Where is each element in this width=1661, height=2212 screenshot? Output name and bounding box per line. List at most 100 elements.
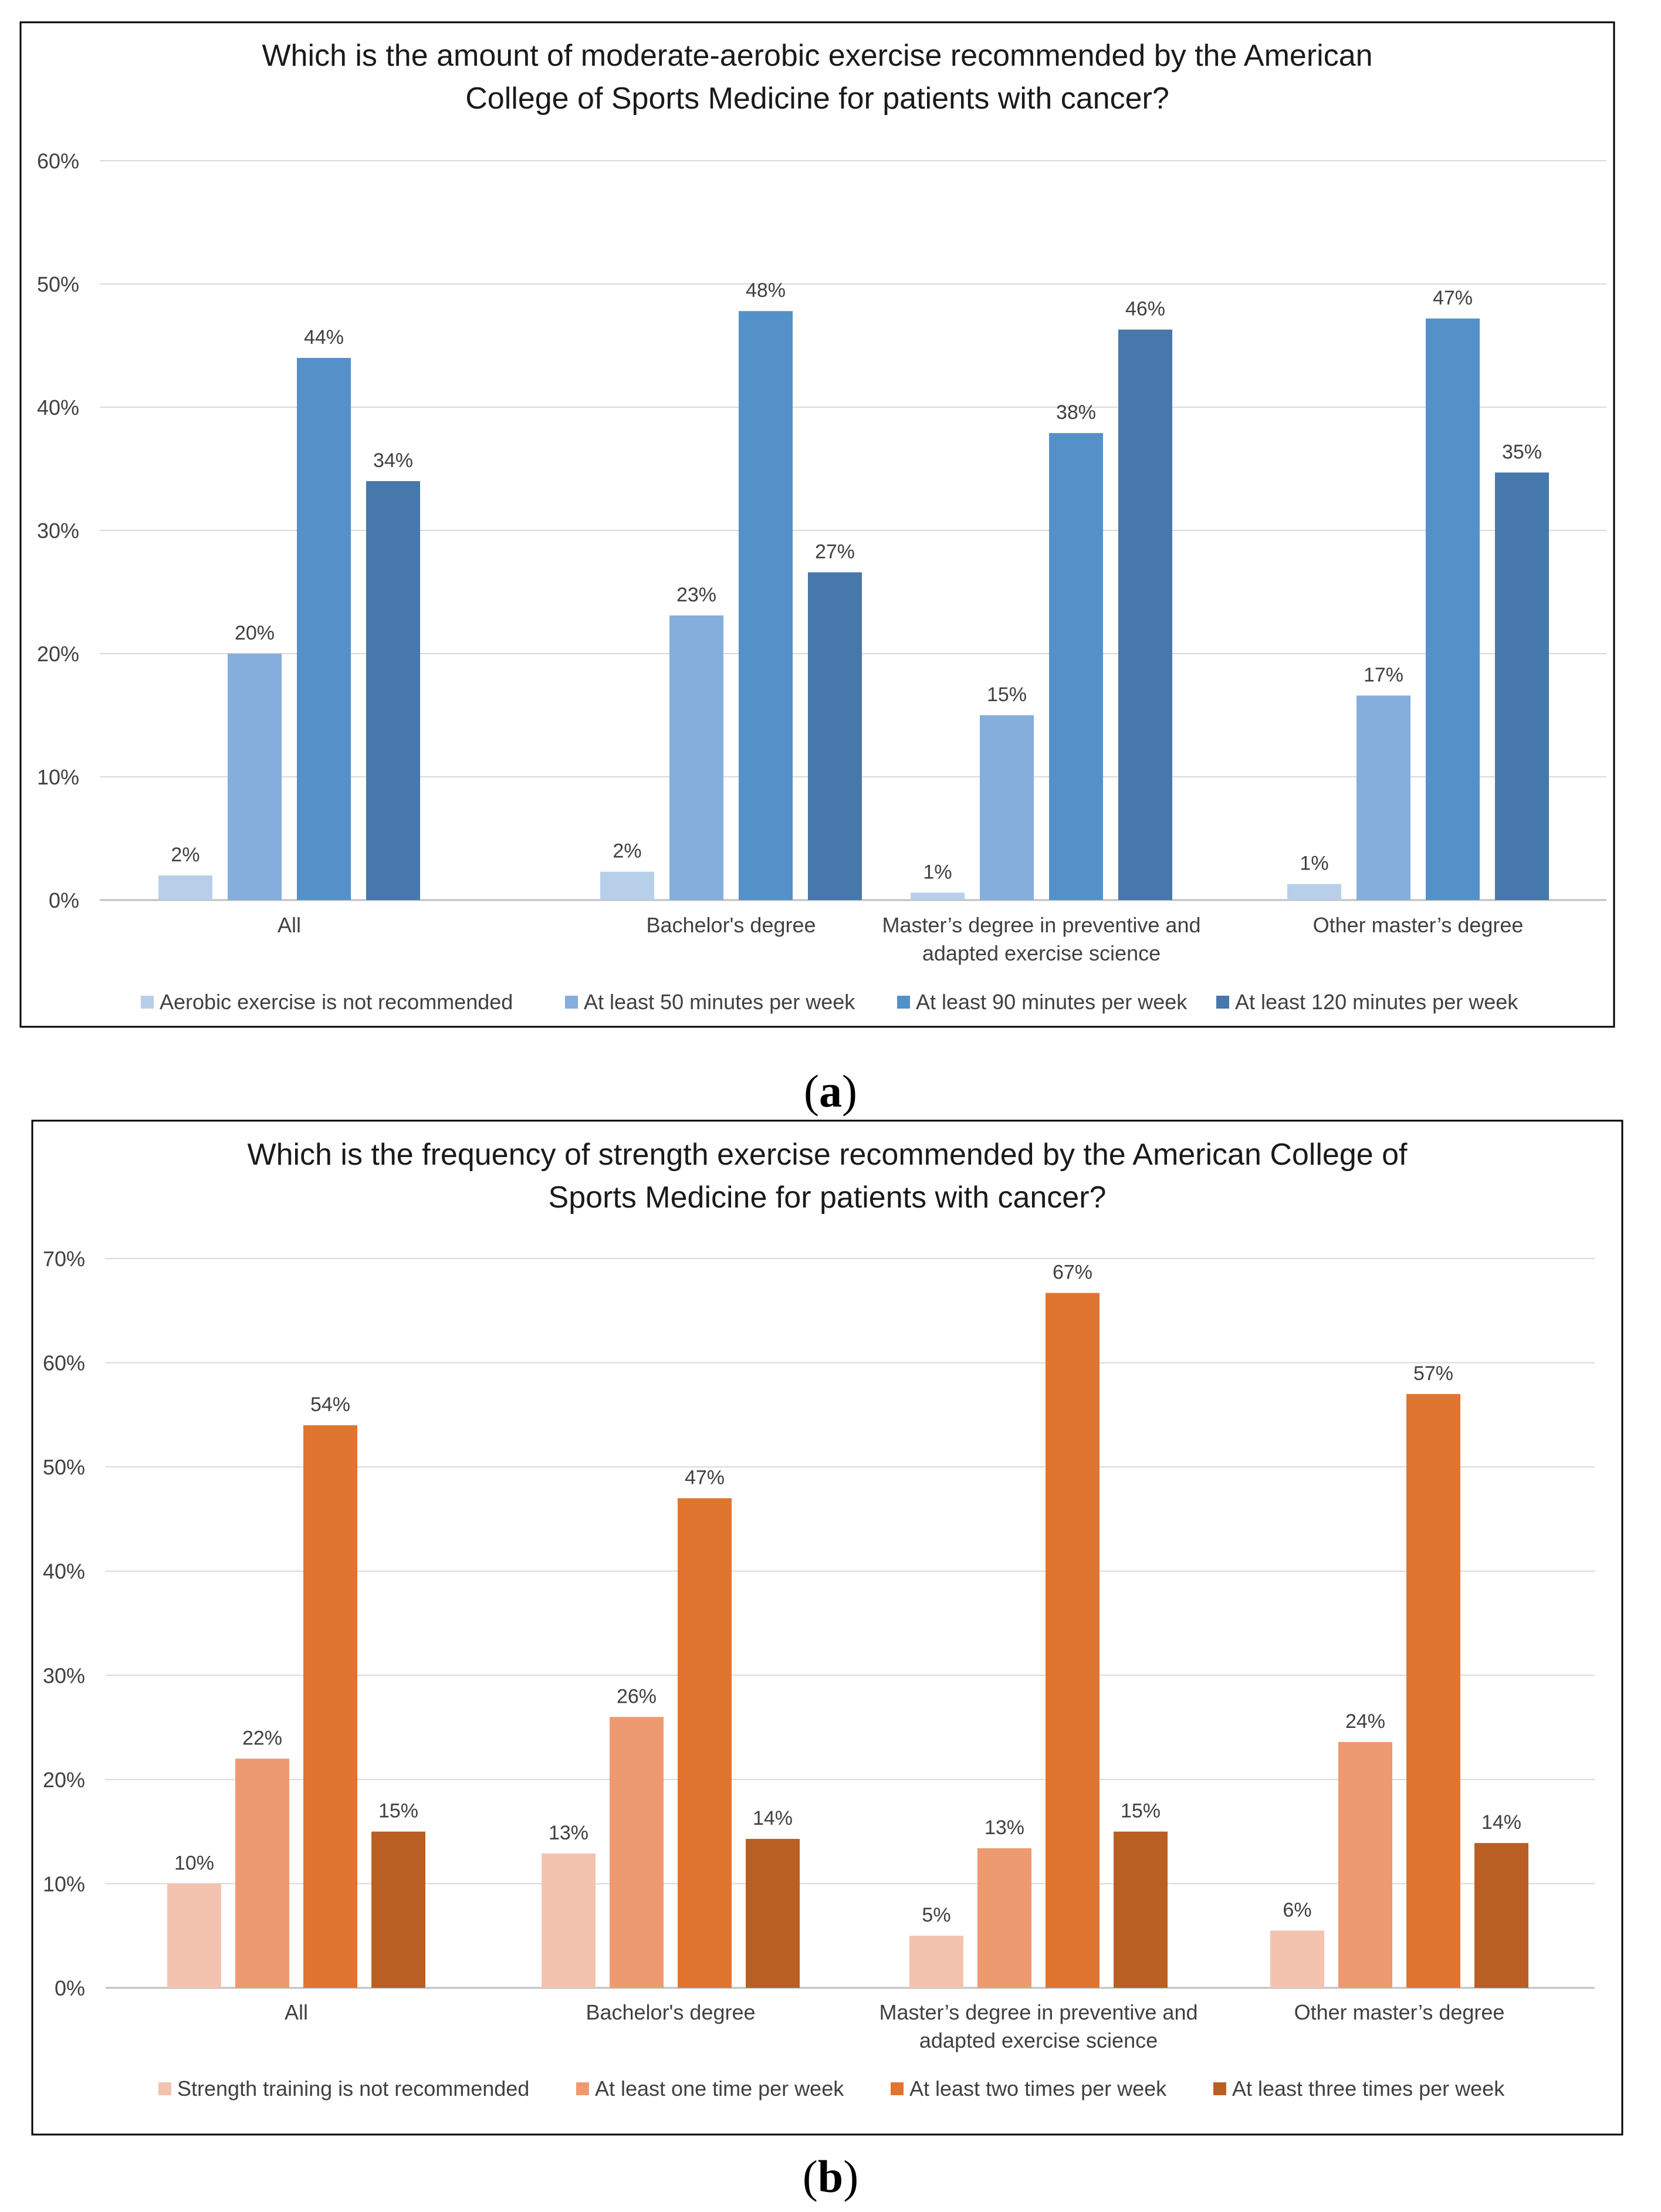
chartb-y-tick-label: 30% [43,1663,85,1687]
charta-y-tick-label: 40% [37,395,79,420]
chartb-legend-swatch [1213,2082,1226,2095]
chartb-data-label: 5% [922,1904,950,1926]
chartb-bar [1406,1394,1460,1988]
charta-bar [600,871,654,900]
charta-legend-swatch [565,996,578,1009]
charta-data-label: 34% [373,449,413,472]
chartb-data-label: 24% [1345,1710,1385,1733]
charta-data-label: 44% [304,326,344,349]
charta-y-tick-label: 50% [37,272,79,296]
chartb-bar [746,1839,800,1988]
charta-category-label: Master’s degree in preventive and [882,913,1201,937]
chartb-bar [303,1425,357,1988]
charta-bar [808,572,862,900]
chartb-bar [235,1758,289,1988]
chartb-data-label: 13% [985,1817,1024,1839]
panel-label-b: (b) [802,2151,859,2202]
charta-category-label: All [278,913,301,937]
charta-legend-swatch [141,996,154,1009]
chartb-category-label: Bachelor's degree [586,2000,755,2024]
charta-bar [911,892,965,900]
chartb-bar [1474,1843,1528,1988]
chartb-title-line: Which is the frequency of strength exerc… [248,1138,1408,1172]
chartb-bar [167,1883,221,1988]
charta-bar [366,481,420,900]
charta-data-label: 47% [1433,287,1473,309]
charta-legend-label: At least 120 minutes per week [1235,990,1518,1014]
chartb-data-label: 57% [1413,1362,1453,1385]
chartb-data-label: 54% [310,1394,350,1416]
chartb-title-line: Sports Medicine for patients with cancer… [549,1181,1107,1215]
charta-y-tick-label: 20% [37,642,79,666]
charta-legend-label: At least 50 minutes per week [584,990,855,1014]
charta-bar [1356,695,1410,900]
charta-bar [739,311,793,900]
chartb-data-label: 67% [1053,1261,1092,1284]
charta-data-label: 46% [1125,298,1165,320]
chartb-legend-swatch [158,2082,171,2095]
chartb-category-label: adapted exercise science [919,2028,1158,2052]
chartb-bar [542,1853,596,1988]
charta-bar [1049,433,1103,900]
charta-bar [1118,329,1172,900]
charta-y-tick-label: 30% [37,519,79,543]
charta-title-line: Which is the amount of moderate-aerobic … [262,39,1372,73]
chartb-bar [1270,1930,1324,1988]
chartb-legend-label: At least two times per week [909,2076,1167,2101]
chartb-category-label: Master’s degree in preventive and [879,2000,1198,2024]
chartb-data-label: 14% [753,1807,793,1829]
chartb-data-label: 10% [174,1852,214,1874]
charta-data-label: 35% [1502,441,1542,463]
chartb-bar [678,1498,732,1988]
charta-data-label: 20% [235,622,275,644]
chartb-data-label: 6% [1283,1899,1311,1921]
chartb-y-tick-label: 0% [55,1976,85,2000]
charta-bar [297,358,351,900]
chartb-frame [31,1119,1623,2136]
chartb-y-tick-label: 40% [43,1560,85,1584]
charta-data-label: 2% [613,840,641,863]
chartb-bar [977,1848,1031,1988]
charta-bar [1287,884,1341,900]
charta-legend-swatch [1216,996,1229,1009]
chartb-bar [371,1831,425,1988]
chartb-y-tick-label: 60% [43,1351,85,1375]
charta-title-line: College of Sports Medicine for patients … [465,82,1169,116]
charta-y-tick-label: 0% [49,888,79,912]
chartb-data-label: 15% [1121,1800,1161,1822]
charta-data-label: 23% [676,584,716,606]
chartb-y-tick-label: 50% [43,1455,85,1479]
charta-bar [158,875,212,900]
charta-frame [19,21,1615,1028]
charta-data-label: 1% [1300,853,1328,875]
charta-data-label: 38% [1056,401,1096,424]
chartb-data-label: 14% [1481,1811,1521,1834]
charta-legend-swatch [897,996,910,1009]
panel-label-a: (a) [804,1066,857,1117]
charta-bar [669,615,723,900]
charta-category-label: adapted exercise science [922,941,1161,965]
charta-data-label: 1% [923,861,952,883]
charta-data-label: 17% [1364,664,1403,686]
charta-y-tick-label: 60% [37,149,79,173]
chartb-bar [1046,1293,1100,1988]
charta-bar [1495,472,1549,900]
chartb-data-label: 15% [378,1800,418,1822]
chartb-bar [909,1936,963,1988]
chartb-legend-swatch [891,2082,904,2095]
charta-legend-label: Aerobic exercise is not recommended [160,990,513,1014]
charta-y-tick-label: 10% [37,765,79,789]
charta-data-label: 15% [987,684,1027,706]
chartb-data-label: 26% [617,1685,657,1707]
chartb-y-tick-label: 20% [43,1768,85,1792]
charta-data-label: 2% [171,844,199,866]
charta-bar [1426,318,1480,900]
chartb-category-label: All [285,2000,308,2024]
chartb-category-label: Other master’s degree [1294,2000,1505,2024]
charta-data-label: 48% [746,279,786,302]
charta-bar [980,715,1034,900]
chartb-y-tick-label: 10% [43,1872,85,1896]
chartb-y-tick-label: 70% [43,1247,85,1271]
chartb-bar [1114,1831,1168,1988]
chartb-bar [1338,1741,1392,1988]
